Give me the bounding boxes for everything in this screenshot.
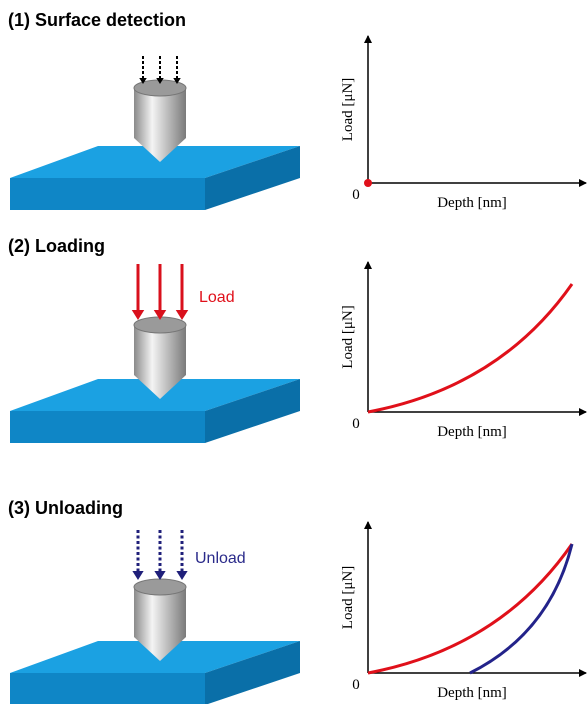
y-axis-label: Load [μN]	[340, 566, 356, 629]
x-axis-label: Depth [nm]	[437, 195, 507, 211]
slab-front	[10, 411, 205, 443]
x-axis-label: Depth [nm]	[437, 424, 507, 440]
arrow-head	[176, 310, 189, 320]
arrow-head	[132, 310, 145, 320]
panel-title: (3) Unloading	[8, 498, 123, 518]
x-axis-label: Depth [nm]	[437, 685, 507, 701]
origin-label: 0	[352, 677, 360, 693]
indenter-top	[134, 579, 186, 595]
slab-front	[10, 673, 205, 704]
diagram: (1) Surface detection (2) Loading (3) Un…	[0, 0, 588, 704]
contact-point	[364, 179, 372, 187]
force-label: Unload	[195, 550, 246, 567]
slab-front	[10, 178, 205, 210]
panel	[10, 579, 300, 704]
arrow-head	[176, 571, 187, 580]
panel-title: (2) Loading	[8, 236, 105, 256]
origin-label: 0	[352, 416, 360, 432]
arrow-head	[132, 571, 143, 580]
force-label: Load	[199, 289, 235, 306]
loading-curve	[368, 544, 572, 673]
panel	[10, 80, 300, 210]
origin-label: 0	[352, 187, 360, 203]
panel	[10, 317, 300, 443]
y-axis-label: Load [μN]	[340, 78, 356, 141]
y-axis-label: Load [μN]	[340, 305, 356, 368]
loading-curve	[368, 284, 572, 412]
panel-title: (1) Surface detection	[8, 10, 186, 30]
